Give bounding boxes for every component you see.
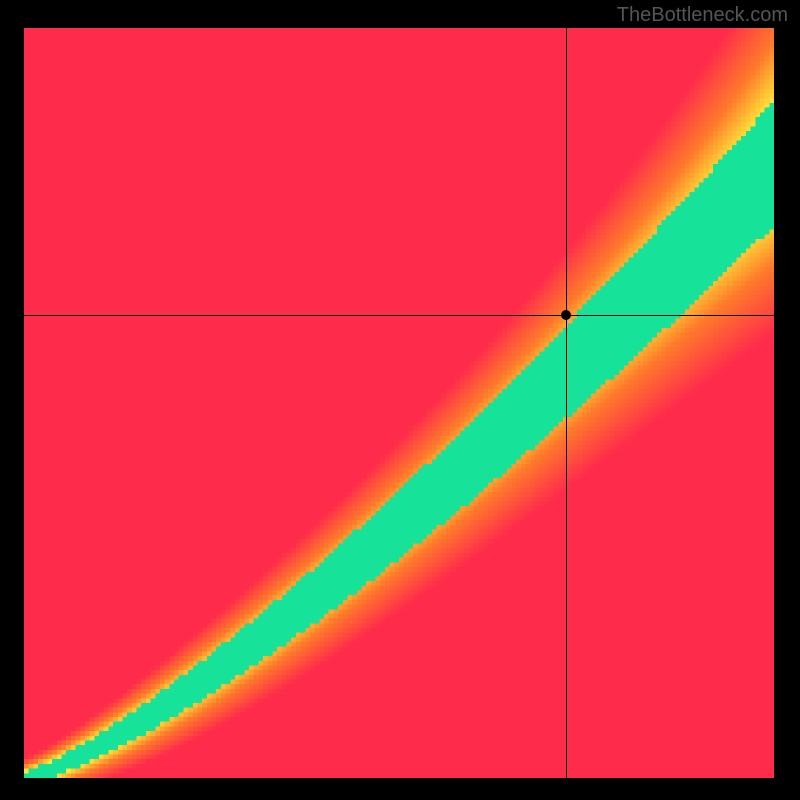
bottleneck-heatmap — [24, 28, 774, 778]
heatmap-canvas — [24, 28, 774, 778]
crosshair-marker — [561, 310, 571, 320]
watermark-text: TheBottleneck.com — [617, 4, 788, 27]
crosshair-horizontal — [24, 315, 774, 316]
crosshair-vertical — [566, 28, 567, 778]
